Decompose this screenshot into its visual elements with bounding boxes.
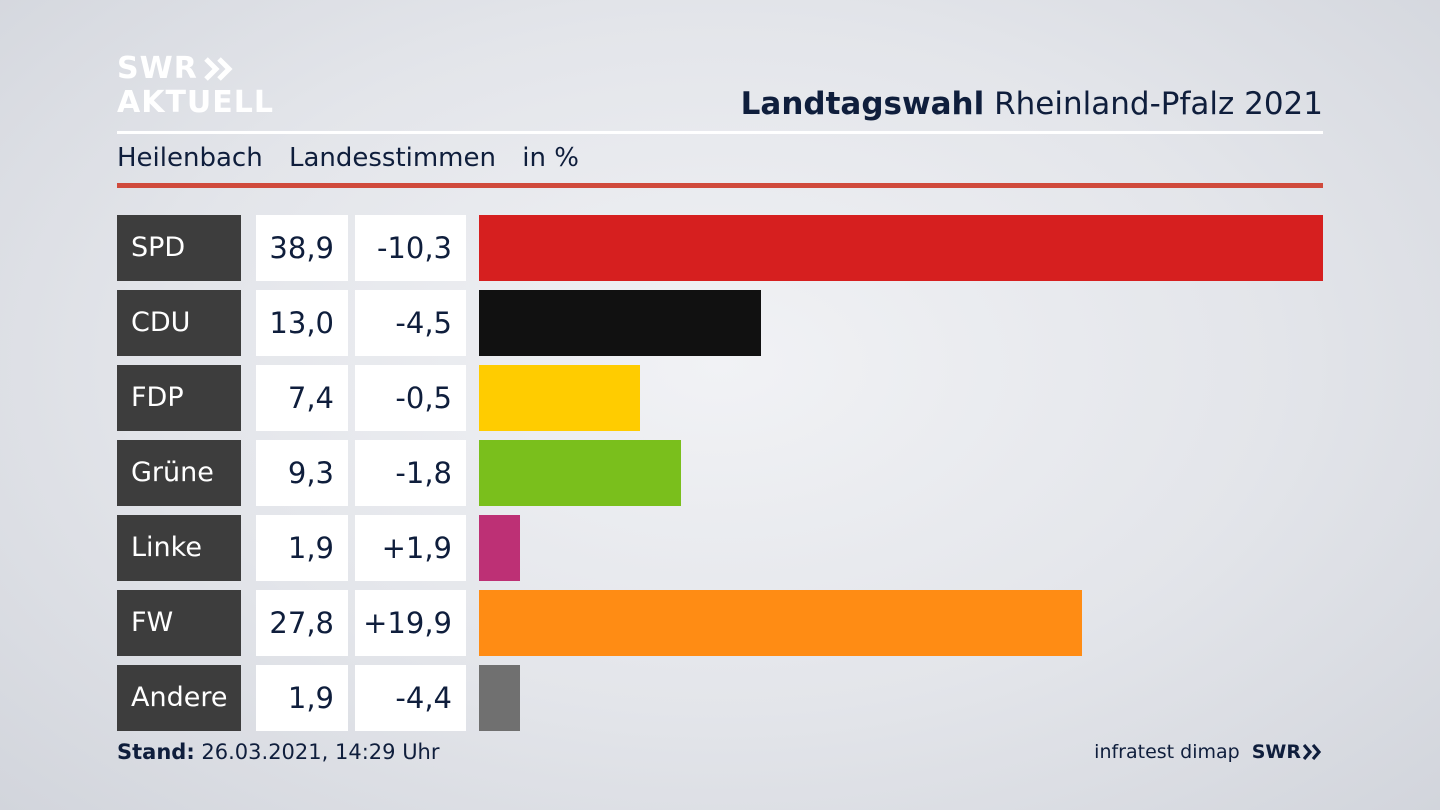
double-chevron-right-icon	[204, 57, 233, 81]
bar-row: FDP 7,4 -0,5	[117, 365, 1323, 431]
diff-label: +19,9	[355, 590, 466, 656]
bar-row: FW 27,8 +19,9	[117, 590, 1323, 656]
value-label: 9,3	[256, 440, 348, 506]
bar	[479, 365, 640, 431]
value-label: 7,4	[256, 365, 348, 431]
subtitle-divider	[117, 183, 1323, 188]
value-label: 1,9	[256, 515, 348, 581]
bar-row: Grüne 9,3 -1,8	[117, 440, 1323, 506]
party-label: FW	[117, 590, 241, 656]
bar-row: SPD 38,9 -10,3	[117, 215, 1323, 281]
bar	[479, 215, 1323, 281]
stand-value: 26.03.2021, 14:29 Uhr	[201, 740, 440, 764]
party-label: CDU	[117, 290, 241, 356]
diff-label: -0,5	[355, 365, 466, 431]
source-text: infratest dimap	[1094, 741, 1240, 763]
stand-label: Stand:	[117, 740, 195, 764]
footer-stand: Stand: 26.03.2021, 14:29 Uhr	[117, 740, 440, 764]
footer-source: infratest dimap SWR	[1094, 741, 1323, 763]
bar	[479, 290, 761, 356]
bar	[479, 665, 520, 731]
subtitle-unit: in %	[522, 143, 579, 173]
value-label: 1,9	[256, 665, 348, 731]
diff-label: -4,5	[355, 290, 466, 356]
party-label: Grüne	[117, 440, 241, 506]
bar-row: Linke 1,9 +1,9	[117, 515, 1323, 581]
party-label: Linke	[117, 515, 241, 581]
chart-subtitle: Heilenbach Landesstimmen in %	[117, 143, 597, 173]
logo-swr-text: SWR	[117, 51, 198, 86]
bar	[479, 440, 681, 506]
bar-row: Andere 1,9 -4,4	[117, 665, 1323, 731]
bar-row: CDU 13,0 -4,5	[117, 290, 1323, 356]
party-label: SPD	[117, 215, 241, 281]
double-chevron-right-icon	[1303, 744, 1322, 760]
diff-label: -4,4	[355, 665, 466, 731]
swr-aktuell-logo: SWR AKTUELL	[117, 54, 274, 118]
value-label: 38,9	[256, 215, 348, 281]
party-label: Andere	[117, 665, 241, 731]
subtitle-place: Heilenbach	[117, 143, 263, 173]
title-divider	[117, 131, 1323, 134]
diff-label: -1,8	[355, 440, 466, 506]
value-label: 13,0	[256, 290, 348, 356]
title-regular: Rheinland-Pfalz 2021	[994, 86, 1323, 122]
logo-aktuell-text: AKTUELL	[117, 85, 275, 120]
bar	[479, 515, 520, 581]
title-bold: Landtagswahl	[740, 86, 985, 122]
chart-title: Landtagswahl Rheinland-Pfalz 2021	[741, 86, 1323, 122]
subtitle-kind: Landesstimmen	[288, 143, 496, 173]
diff-label: -10,3	[355, 215, 466, 281]
diff-label: +1,9	[355, 515, 466, 581]
swr-small-logo: SWR	[1252, 741, 1323, 763]
party-label: FDP	[117, 365, 241, 431]
value-label: 27,8	[256, 590, 348, 656]
bar	[479, 590, 1082, 656]
swr-small-text: SWR	[1251, 741, 1301, 763]
